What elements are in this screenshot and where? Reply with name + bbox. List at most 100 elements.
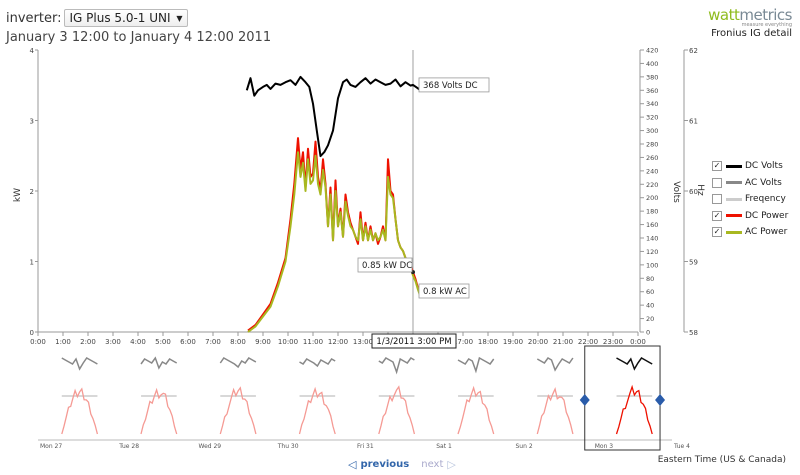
y-kw-tick-label: 4 [30, 47, 35, 55]
legend-label: Freqency [745, 194, 786, 205]
legend-label: AC Volts [745, 177, 782, 188]
y-hz-tick-label: 59 [689, 259, 698, 267]
x-tick-label: 21:00 [553, 338, 573, 346]
y-volts-tick-label: 80 [646, 275, 654, 283]
y-volts-tick-label: 320 [646, 114, 658, 122]
legend-item-ac-power[interactable]: ✓ AC Power [712, 224, 788, 241]
overview-power [536, 386, 574, 435]
x-tick-label: 0:00 [630, 338, 646, 346]
logo-tagline: measure everything [741, 22, 792, 28]
previous-arrow-icon[interactable]: ◁ [348, 458, 357, 471]
legend-checkbox[interactable]: ✓ [712, 210, 722, 221]
y-hz-tick-label: 62 [689, 47, 698, 55]
legend-item-freqency[interactable]: Freqency [712, 191, 788, 208]
y-hz-tick-label: 60 [689, 188, 698, 196]
annotation-dc-power-text: 0.85 kW DC [362, 261, 412, 271]
x-tick-label: 10:00 [278, 338, 298, 346]
overview-tick-label: Fri 31 [357, 443, 374, 450]
y-volts-tick-label: 40 [646, 302, 654, 310]
overview-tick-label: Tue 4 [673, 443, 690, 450]
overview-power [615, 384, 653, 435]
x-tick-label: 12:00 [328, 338, 348, 346]
x-tick-label: 7:00 [205, 338, 221, 346]
legend-checkbox[interactable] [712, 177, 722, 188]
legend-swatch [726, 230, 742, 234]
legend-item-ac-volts[interactable]: AC Volts [712, 175, 788, 192]
inverter-label: inverter: [6, 10, 62, 26]
previous-button[interactable]: previous [360, 459, 410, 470]
overview-handle-left[interactable] [579, 394, 590, 406]
y-volts-tick-label: 400 [646, 60, 658, 68]
legend-swatch [726, 197, 742, 201]
y-volts-tick-label: 180 [646, 208, 658, 216]
x-tick-label: 0:00 [30, 338, 46, 346]
y-right2-axis-label: Hz [695, 184, 705, 196]
series-dc-volts [245, 75, 422, 158]
overview-volts [457, 356, 495, 374]
x-tick-label: 5:00 [155, 338, 171, 346]
overview-tick-label: Mon 27 [40, 443, 62, 450]
y-kw-tick-label: 0 [30, 329, 34, 337]
overview-power [219, 386, 257, 435]
y-kw-tick-label: 3 [30, 118, 34, 126]
timezone-label: Eastern Time (US & Canada) [657, 455, 786, 465]
legend-checkbox[interactable]: ✓ [712, 161, 722, 172]
pager: ◁ previous next ▷ [348, 458, 456, 471]
annotation-ac-power: 0.8 kW AC [418, 283, 470, 299]
overview-volts [140, 356, 178, 370]
overview-tick-label: Sun 2 [516, 443, 533, 450]
legend-label: AC Power [745, 227, 788, 238]
series-ac-power [247, 151, 422, 333]
dropdown-arrow-icon: ▼ [176, 14, 183, 23]
inverter-select-value: IG Plus 5.0-1 UNI [69, 11, 171, 25]
x-tick-label: 6:00 [180, 338, 196, 346]
x-tick-label: 18:00 [478, 338, 498, 346]
legend-item-dc-power[interactable]: ✓ DC Power [712, 208, 788, 225]
wattmetrics-logo: wattmetrics measure everything [708, 6, 792, 28]
x-tick-label: 1:00 [55, 338, 71, 346]
overview-handle-right[interactable] [655, 394, 666, 406]
date-range-title: January 3 12:00 to January 4 12:00 2011 [6, 30, 272, 45]
legend-checkbox[interactable]: ✓ [712, 227, 722, 238]
cursor-label-text: 1/3/2011 3:00 PM [376, 337, 451, 347]
y-right-axis-label: Volts [671, 181, 681, 203]
overview-power [61, 387, 99, 435]
annotation-ac-power-box [418, 283, 470, 299]
x-tick-label: 3:00 [105, 338, 121, 346]
x-tick-label: 19:00 [503, 338, 523, 346]
legend-label: DC Power [745, 210, 789, 221]
legend-checkbox[interactable] [712, 194, 722, 205]
x-tick-label: 9:00 [255, 338, 271, 346]
y-volts-tick-label: 160 [646, 221, 658, 229]
overview-tick-label: Mon 3 [595, 443, 614, 450]
legend: ✓ DC Volts AC Volts Freqency ✓ DC Power ✓ AC Po… [712, 158, 788, 241]
y-volts-tick-label: 300 [646, 127, 658, 135]
next-button[interactable]: next [421, 459, 444, 470]
annotation-ac-power-text: 0.8 kW AC [423, 287, 467, 297]
y-hz-tick-label: 61 [689, 118, 698, 126]
x-tick-label: 8:00 [230, 338, 246, 346]
y-volts-tick-label: 20 [646, 315, 654, 323]
logo-text-part1: watt [708, 6, 740, 24]
y-volts-tick-label: 120 [646, 248, 658, 256]
y-volts-tick-label: 0 [646, 329, 650, 337]
x-tick-label: 17:00 [453, 338, 473, 346]
cursor-label: 1/3/2011 3:00 PM [371, 333, 457, 349]
x-tick-label: 4:00 [130, 338, 146, 346]
y-volts-tick-label: 220 [646, 181, 658, 189]
y-volts-tick-label: 240 [646, 167, 658, 175]
inverter-select[interactable]: IG Plus 5.0-1 UNI ▼ [64, 9, 188, 27]
y-kw-tick-label: 2 [30, 188, 34, 196]
x-tick-label: 23:00 [603, 338, 623, 346]
next-arrow-icon[interactable]: ▷ [447, 458, 456, 471]
y-volts-tick-label: 100 [646, 261, 658, 269]
logo-text-part2: metrics [739, 6, 792, 24]
overview-power [298, 386, 336, 435]
legend-item-dc-volts[interactable]: ✓ DC Volts [712, 158, 788, 175]
y-volts-tick-label: 420 [646, 47, 658, 55]
y-volts-tick-label: 380 [646, 73, 658, 81]
overview-tick-label: Thu 30 [277, 443, 299, 450]
annotation-dc-power: 0.85 kW DC [357, 257, 413, 273]
x-tick-label: 13:00 [353, 338, 373, 346]
